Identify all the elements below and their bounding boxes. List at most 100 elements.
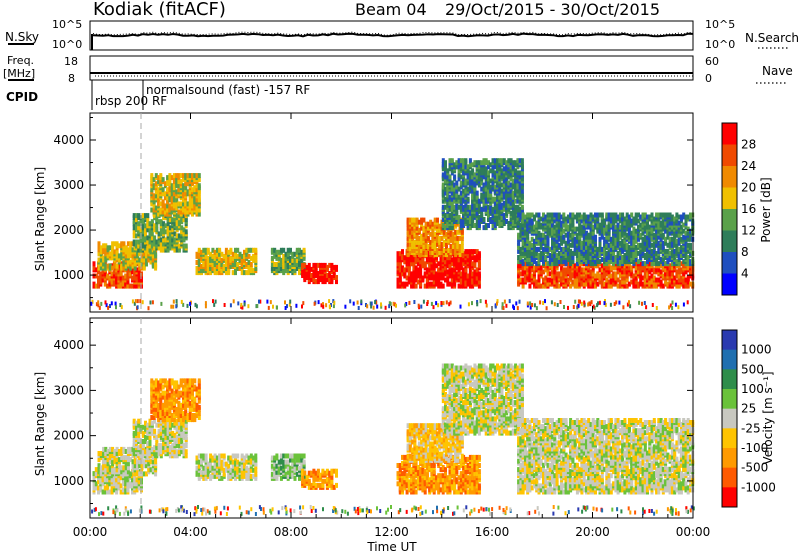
power-cells-cell xyxy=(464,273,468,279)
power-cells-cell xyxy=(441,223,445,228)
power-cells-cell xyxy=(279,266,283,271)
power-cells-cell xyxy=(319,275,323,280)
power-cells-cell xyxy=(454,229,458,235)
power-cells-cell xyxy=(464,219,468,224)
power-cells-speckle xyxy=(563,305,565,309)
power-cells-speckle xyxy=(505,303,508,308)
power-cells-cell xyxy=(516,208,520,214)
power-cells-speckle xyxy=(426,302,429,306)
power-cells-cell xyxy=(113,249,117,255)
power-cells-cell xyxy=(162,215,166,221)
power-cells-cell xyxy=(520,204,524,210)
power-cells-cell xyxy=(426,244,430,249)
power-cells-cell xyxy=(480,160,484,166)
power-cells-cell xyxy=(153,223,157,229)
power-cells-cell xyxy=(462,221,466,226)
power-cells-cell xyxy=(450,283,454,289)
power-cells-cell xyxy=(131,275,134,281)
power-cells-cell xyxy=(457,158,461,164)
power-cells-cell xyxy=(480,206,484,212)
power-cells-cell xyxy=(457,257,461,263)
power-cells-speckle xyxy=(180,299,183,304)
power-cells-cell xyxy=(475,160,479,166)
power-cells-cell xyxy=(517,240,521,246)
power-cells-cell xyxy=(303,273,307,278)
power-cells-cell xyxy=(489,178,493,184)
power-cells-cell xyxy=(301,262,305,268)
power-cells-cell xyxy=(209,251,213,257)
power-cells-cell xyxy=(555,281,559,287)
power-cells-speckle xyxy=(329,305,331,310)
power-cells-cell xyxy=(520,192,524,198)
power-cells-cell xyxy=(477,279,481,285)
power-cells-cell xyxy=(477,164,481,170)
power-cells-cell xyxy=(544,281,548,287)
power-cells-cell xyxy=(171,227,175,233)
power-cells-cell xyxy=(310,266,314,272)
power-cells-cell xyxy=(133,269,137,275)
power-cells-speckle xyxy=(448,302,451,307)
power-cells-cell xyxy=(416,279,420,285)
power-cells-cell xyxy=(480,166,484,172)
power-cells-speckle xyxy=(613,302,616,306)
power-cells-cell xyxy=(466,164,470,170)
power-cells-cell xyxy=(157,231,161,237)
power-cells-cell xyxy=(523,261,527,267)
power-cells-cell xyxy=(166,247,170,253)
power-cells-cell xyxy=(240,253,244,259)
power-cells-cell xyxy=(458,248,462,253)
power-cells-cell xyxy=(247,266,251,271)
power-cells-speckle xyxy=(139,299,142,304)
power-cells-cell xyxy=(177,201,181,207)
power-cells-cell xyxy=(197,207,201,213)
power-cells-cell xyxy=(560,265,564,271)
cpid-entry-2: normalsound (fast) -157 RF xyxy=(146,83,310,97)
power-cells-cell xyxy=(111,245,115,251)
power-cells-cell xyxy=(609,265,613,271)
power-cells-cell xyxy=(417,227,421,233)
power-cells-cell xyxy=(197,173,201,179)
power-cells-cell xyxy=(670,279,674,285)
power-cells-cell xyxy=(438,250,442,255)
power-cells-cell xyxy=(412,281,416,287)
power-cells-cell xyxy=(585,273,588,279)
power-cells-cell xyxy=(569,267,573,273)
power-cells-cell xyxy=(135,223,138,229)
nave-tick-bottom: 0 xyxy=(705,72,712,85)
power-cells-speckle xyxy=(408,300,411,305)
power-cells-cell xyxy=(578,281,582,287)
power-cells-cell xyxy=(406,217,410,223)
power-cells-cell xyxy=(138,265,142,271)
power-cells-cell xyxy=(284,251,288,257)
power-cells-cell xyxy=(164,223,168,229)
power-cells-cell xyxy=(511,221,515,226)
power-cells-cell xyxy=(468,269,472,275)
power-cells-cell xyxy=(396,261,400,267)
power-cells-cell xyxy=(437,273,441,279)
power-cells-cell xyxy=(462,257,466,263)
power-cells-cell xyxy=(450,217,454,222)
power-cells-cell xyxy=(528,267,532,273)
power-cells-cell xyxy=(415,217,419,223)
cpid-label: CPID xyxy=(6,90,38,104)
power-cells-cell xyxy=(437,261,441,267)
power-cells-cell xyxy=(537,269,541,275)
power-cells-cell xyxy=(97,257,101,263)
power-cells-cell xyxy=(252,247,256,253)
power-cells-cell xyxy=(457,204,461,210)
power-cells-cell xyxy=(475,190,479,196)
power-cells-speckle xyxy=(545,306,548,311)
power-cells-cell xyxy=(175,213,179,219)
power-cells-cell xyxy=(229,255,233,261)
power-cells-cell xyxy=(456,244,460,249)
power-cells-cell xyxy=(249,255,253,261)
power-cells-cell xyxy=(153,227,157,233)
power-cells-cell xyxy=(159,237,163,243)
power-cells-speckle xyxy=(526,301,529,306)
power-cells-cell xyxy=(161,187,165,193)
power-cells-cell xyxy=(661,265,665,271)
power-cells-cell xyxy=(155,213,159,219)
power-cells-cell xyxy=(148,221,152,227)
power-cells-cell xyxy=(489,204,493,210)
power-cells-cell xyxy=(179,201,183,207)
